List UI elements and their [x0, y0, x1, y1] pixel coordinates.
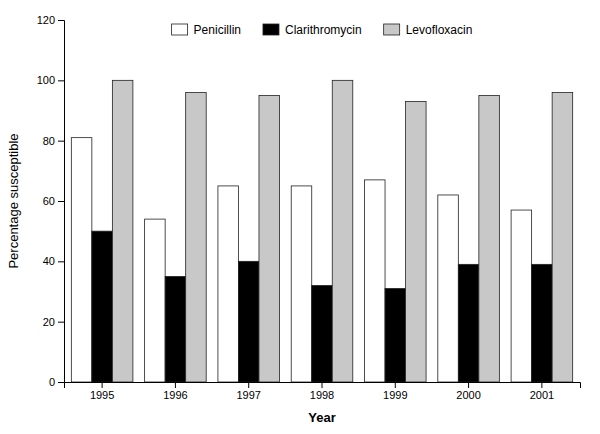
tick-label: 120 [37, 14, 55, 26]
legend-swatch [384, 24, 400, 35]
bar [532, 264, 553, 382]
legend-swatch [263, 24, 279, 35]
bar [365, 180, 386, 382]
tick: 120 [37, 14, 64, 26]
tick-mark [58, 141, 64, 142]
tick: 0 [49, 376, 64, 388]
tick: 20 [43, 316, 64, 328]
bar [552, 92, 573, 382]
bar [145, 219, 166, 382]
tick: 2000 [456, 382, 480, 401]
tick-mark [58, 382, 64, 383]
tick-label: 2000 [456, 389, 480, 401]
bar [406, 101, 427, 382]
bar [511, 210, 532, 382]
bar [312, 285, 333, 382]
tick-mark [58, 201, 64, 202]
tick: 2001 [530, 382, 554, 401]
bar [458, 264, 479, 382]
tick-label: 80 [43, 135, 55, 147]
tick-label: 0 [49, 376, 55, 388]
bar [238, 261, 259, 382]
x-axis-title: Year [308, 410, 335, 425]
tick: 1998 [310, 382, 334, 401]
tick-mark [58, 20, 64, 21]
tick-label: 100 [37, 74, 55, 86]
tick: 80 [43, 135, 64, 147]
bar [71, 138, 92, 382]
tick-mark [541, 382, 542, 388]
axis-line [58, 21, 65, 383]
legend-item: Levofloxacin [384, 23, 473, 37]
tick-label: 1997 [236, 389, 260, 401]
legend-label: Clarithromycin [285, 23, 362, 37]
tick: 1999 [383, 382, 407, 401]
bar [385, 288, 406, 382]
tick: 40 [43, 255, 64, 267]
tick-mark [102, 382, 103, 388]
series [71, 138, 531, 382]
bar [112, 80, 133, 382]
tick-label: 40 [43, 255, 55, 267]
plot: 1995 1996 1997 1998 1999 2000 2001 0 20 40 60 80 100… [37, 14, 581, 401]
tick: 100 [37, 74, 64, 86]
legend-item: Penicillin [172, 23, 241, 37]
bar [165, 276, 186, 382]
legend-item: Clarithromycin [263, 23, 362, 37]
bar [332, 80, 353, 382]
tick-mark [58, 261, 64, 262]
axis-line [65, 383, 581, 389]
y-axis-title: Percentage susceptible [6, 133, 21, 268]
tick-mark [395, 382, 396, 388]
bar [438, 195, 459, 382]
chart: 1995 1996 1997 1998 1999 2000 2001 0 20 40 60 80 100… [0, 0, 600, 434]
bar [259, 95, 280, 382]
tick-label: 1998 [310, 389, 334, 401]
tick-mark [175, 382, 176, 388]
bars [71, 80, 572, 382]
tick: 1996 [163, 382, 187, 401]
y-axis: 0 20 40 60 80 100 120 [37, 14, 65, 388]
legend-label: Penicillin [194, 23, 241, 37]
tick-label: 1996 [163, 389, 187, 401]
tick: 1997 [236, 382, 260, 401]
legend: Penicillin Clarithromycin Levofloxacin [172, 23, 473, 37]
bar [479, 95, 500, 382]
tick-mark [322, 382, 323, 388]
tick: 1995 [90, 382, 114, 401]
tick-label: 1995 [90, 389, 114, 401]
legend-swatch [172, 24, 188, 35]
bar [218, 186, 239, 382]
tick-mark [468, 382, 469, 388]
bar [186, 92, 207, 382]
tick: 60 [43, 195, 64, 207]
x-axis: 1995 1996 1997 1998 1999 2000 2001 [65, 382, 581, 401]
tick-label: 60 [43, 195, 55, 207]
tick-label: 20 [43, 316, 55, 328]
tick-mark [248, 382, 249, 388]
series [112, 80, 572, 382]
tick-mark [58, 80, 64, 81]
tick-mark [58, 322, 64, 323]
tick-label: 2001 [530, 389, 554, 401]
bar [291, 186, 312, 382]
tick-label: 1999 [383, 389, 407, 401]
bar [92, 231, 113, 382]
legend-label: Levofloxacin [406, 23, 473, 37]
